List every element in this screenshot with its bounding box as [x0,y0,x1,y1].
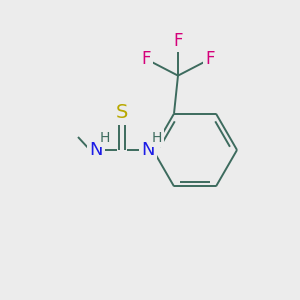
Text: F: F [173,32,183,50]
Text: H: H [100,131,110,145]
Text: F: F [141,50,151,68]
Text: N: N [141,141,155,159]
Text: S: S [116,103,128,122]
Text: F: F [205,50,215,68]
Text: N: N [89,141,103,159]
Text: H: H [152,131,162,145]
